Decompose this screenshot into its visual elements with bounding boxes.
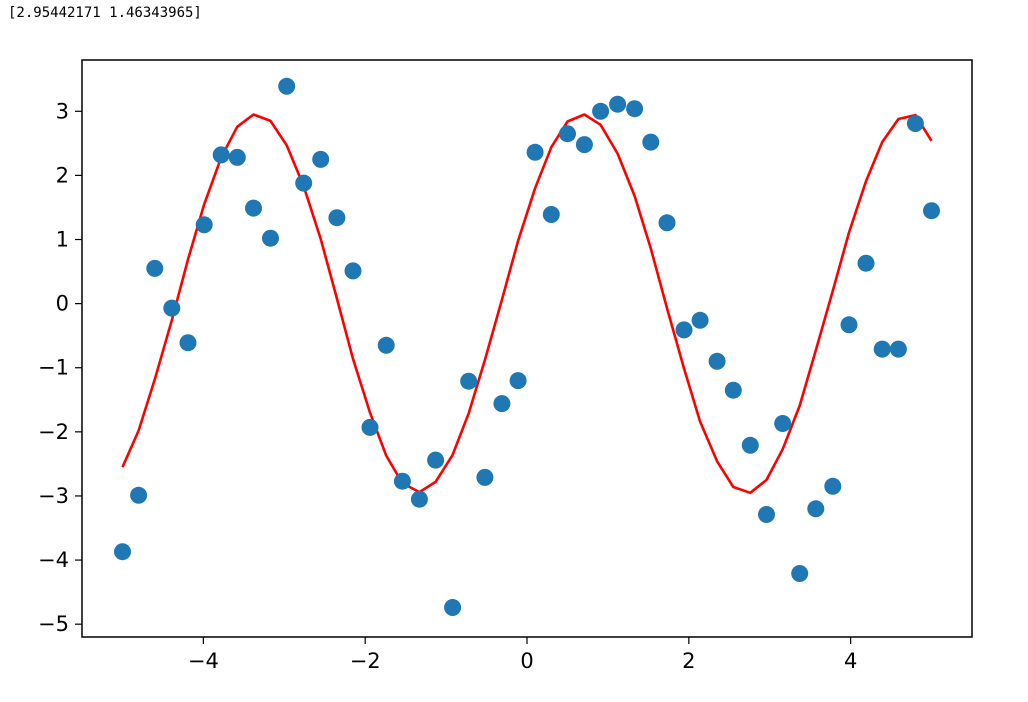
y-tick-label: −3 [38, 484, 69, 508]
y-tick-label: −1 [38, 356, 69, 380]
data-point [889, 340, 907, 358]
data-point [575, 136, 593, 154]
data-point [791, 565, 809, 582]
data-point [328, 209, 346, 227]
data-point [444, 599, 462, 616]
data-point [460, 372, 478, 390]
console-output-text: [2.95442171 1.46343965] [8, 5, 202, 21]
data-point [840, 316, 858, 334]
data-point [807, 500, 825, 518]
plot-frame [81, 59, 973, 638]
x-tick-label: 2 [682, 649, 695, 673]
y-tick-label: −5 [38, 612, 69, 636]
data-point [824, 477, 842, 495]
data-point [476, 468, 494, 486]
scatter-points [114, 77, 940, 616]
fit-line-layer [121, 113, 933, 495]
data-point [179, 334, 197, 352]
data-point [427, 451, 445, 469]
data-point [410, 490, 428, 508]
plot-area [82, 60, 972, 637]
data-point [509, 372, 527, 390]
data-point [857, 254, 875, 272]
data-point [245, 199, 262, 217]
data-point [312, 150, 330, 168]
data-point [691, 311, 709, 329]
data-point [774, 415, 792, 432]
y-tick-label: 2 [56, 163, 69, 187]
data-point [195, 216, 213, 234]
data-point [493, 395, 511, 413]
data-point [393, 472, 411, 490]
x-tick-label: 4 [844, 649, 857, 673]
data-point [741, 436, 759, 454]
data-point [295, 174, 313, 192]
y-tick-label: 1 [56, 228, 69, 252]
data-point [526, 143, 544, 161]
data-point [163, 299, 181, 317]
data-point [708, 352, 726, 370]
data-point [758, 506, 775, 523]
data-point [658, 214, 676, 232]
x-tick-label: −4 [188, 649, 219, 673]
x-tick-label: 0 [520, 649, 533, 673]
y-tick-label: −4 [38, 548, 69, 572]
data-point [542, 206, 560, 223]
data-point [344, 262, 362, 280]
data-point [377, 336, 395, 354]
data-point [278, 77, 296, 95]
data-point [873, 340, 891, 358]
fit-line [121, 113, 933, 495]
data-point [262, 229, 279, 247]
y-tick-label: −2 [38, 420, 69, 444]
data-point [592, 102, 610, 120]
x-tick-label: −2 [350, 649, 381, 673]
data-point [559, 125, 576, 143]
data-point [906, 115, 924, 132]
data-point [642, 133, 660, 151]
data-point [130, 486, 148, 504]
axis-ticks: −4 −2 0 2 4 3 2 1 0 −1 −2 −3 −4 −5 [38, 99, 857, 673]
data-point [228, 148, 246, 166]
data-point [361, 418, 379, 436]
y-tick-label: 0 [56, 292, 69, 316]
data-point [146, 259, 164, 277]
y-tick-label: 3 [56, 99, 69, 123]
data-point [724, 381, 742, 399]
data-point [609, 95, 627, 113]
data-point [114, 543, 131, 561]
data-point [675, 321, 693, 339]
data-point [212, 146, 230, 164]
data-point [923, 202, 940, 220]
data-point [626, 100, 644, 118]
